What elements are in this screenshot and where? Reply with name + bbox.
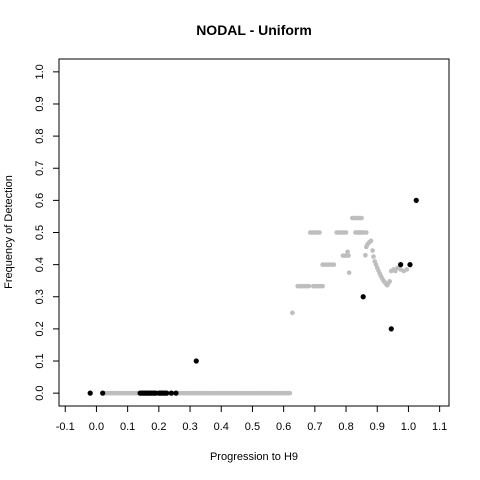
x-tick-label: 0.9: [370, 421, 385, 433]
smoothed-point: [290, 310, 295, 316]
y-tick-label: 0.2: [34, 321, 46, 336]
smoothed-point: [387, 279, 393, 284]
smoothed-point: [359, 215, 364, 221]
smoothed-series: [100, 215, 410, 396]
smoothed-point: [317, 230, 322, 235]
smoothed-point: [346, 270, 352, 275]
y-tick-label: 0.8: [34, 128, 46, 143]
y-tick-label: 0.4: [34, 257, 46, 272]
x-axis: -0.1 0.0 0.1 0.2 0.3 0.4 0.5 0.6 0.7 0.8 0.9 1.0 1.1: [56, 406, 447, 433]
x-axis-label: Progression to H9: [210, 451, 298, 463]
observed-point: [193, 358, 199, 364]
smoothed-point: [371, 254, 376, 259]
x-tick-label: -0.1: [56, 421, 75, 433]
plot-frame: [58, 58, 450, 407]
chart-title: NODAL - Uniform: [196, 22, 312, 38]
smoothed-point: [363, 253, 368, 258]
y-tick-label: 0.6: [34, 193, 46, 208]
smoothed-point: [358, 230, 364, 235]
observed-point: [168, 390, 174, 396]
observed-point: [100, 390, 106, 396]
smoothed-point: [343, 230, 349, 235]
smoothed-point: [306, 283, 312, 289]
y-tick-label: 0.5: [34, 225, 46, 240]
y-axis-label: Frequency of Detection: [3, 175, 15, 289]
x-tick-label: 0.6: [276, 421, 291, 433]
smoothed-point: [364, 230, 369, 235]
observed-point: [407, 262, 413, 268]
x-tick-label: 0.7: [307, 421, 322, 433]
y-tick-label: 0.7: [34, 161, 46, 176]
observed-point: [398, 262, 404, 268]
x-tick-label: 0.5: [245, 421, 260, 433]
x-tick-label: 0.1: [120, 421, 135, 433]
smoothed-point: [404, 267, 410, 272]
observed-point: [388, 326, 394, 332]
y-tick-label: 1.0: [34, 64, 46, 79]
y-tick-label: 0.1: [34, 353, 46, 368]
observed-point: [413, 197, 419, 203]
x-tick-label: 0.0: [89, 421, 104, 433]
smoothed-point: [320, 283, 325, 289]
smoothed-point: [345, 249, 350, 255]
smoothed-point: [287, 390, 293, 396]
y-tick-label: 0.0: [34, 385, 46, 400]
smoothed-point: [346, 253, 351, 258]
y-axis: 0.0 0.1 0.2 0.3 0.4 0.5 0.6 0.7 0.8 0.9 1.0: [34, 64, 59, 401]
smoothed-point: [368, 238, 374, 244]
x-tick-label: 0.2: [151, 421, 166, 433]
x-tick-label: 0.4: [214, 421, 229, 433]
x-tick-label: 1.0: [401, 421, 416, 433]
x-tick-label: 0.3: [182, 421, 197, 433]
x-tick-label: 1.1: [432, 421, 447, 433]
observed-point: [164, 390, 170, 396]
smoothed-point: [331, 262, 337, 267]
observed-point: [173, 390, 179, 396]
y-tick-label: 0.9: [34, 96, 46, 111]
observed-point: [87, 390, 93, 396]
observed-series: [87, 197, 419, 396]
smoothed-point: [393, 268, 398, 274]
x-tick-label: 0.8: [338, 421, 353, 433]
y-tick-label: 0.3: [34, 289, 46, 304]
smoothed-point: [370, 248, 375, 253]
observed-point: [360, 294, 366, 300]
